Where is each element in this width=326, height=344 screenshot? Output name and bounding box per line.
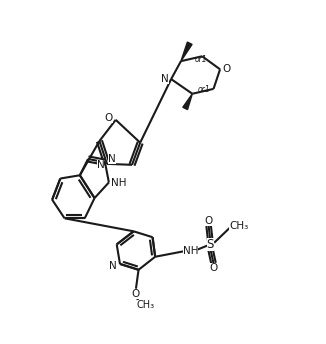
Text: O: O <box>132 289 140 299</box>
Text: O: O <box>104 113 113 123</box>
Text: NH: NH <box>183 246 198 256</box>
Text: or1: or1 <box>198 85 211 94</box>
Polygon shape <box>183 94 192 110</box>
Text: S: S <box>207 238 214 251</box>
Text: O: O <box>204 216 213 226</box>
Text: CH₃: CH₃ <box>229 221 248 231</box>
Text: N: N <box>96 161 104 171</box>
Text: N: N <box>108 154 116 164</box>
Text: NH: NH <box>111 178 126 188</box>
Text: O: O <box>209 264 218 273</box>
Text: CH₃: CH₃ <box>137 300 155 310</box>
Polygon shape <box>181 42 192 61</box>
Text: O: O <box>222 64 231 74</box>
Text: N: N <box>109 260 117 271</box>
Text: or1: or1 <box>195 55 207 64</box>
Text: N: N <box>161 74 169 84</box>
